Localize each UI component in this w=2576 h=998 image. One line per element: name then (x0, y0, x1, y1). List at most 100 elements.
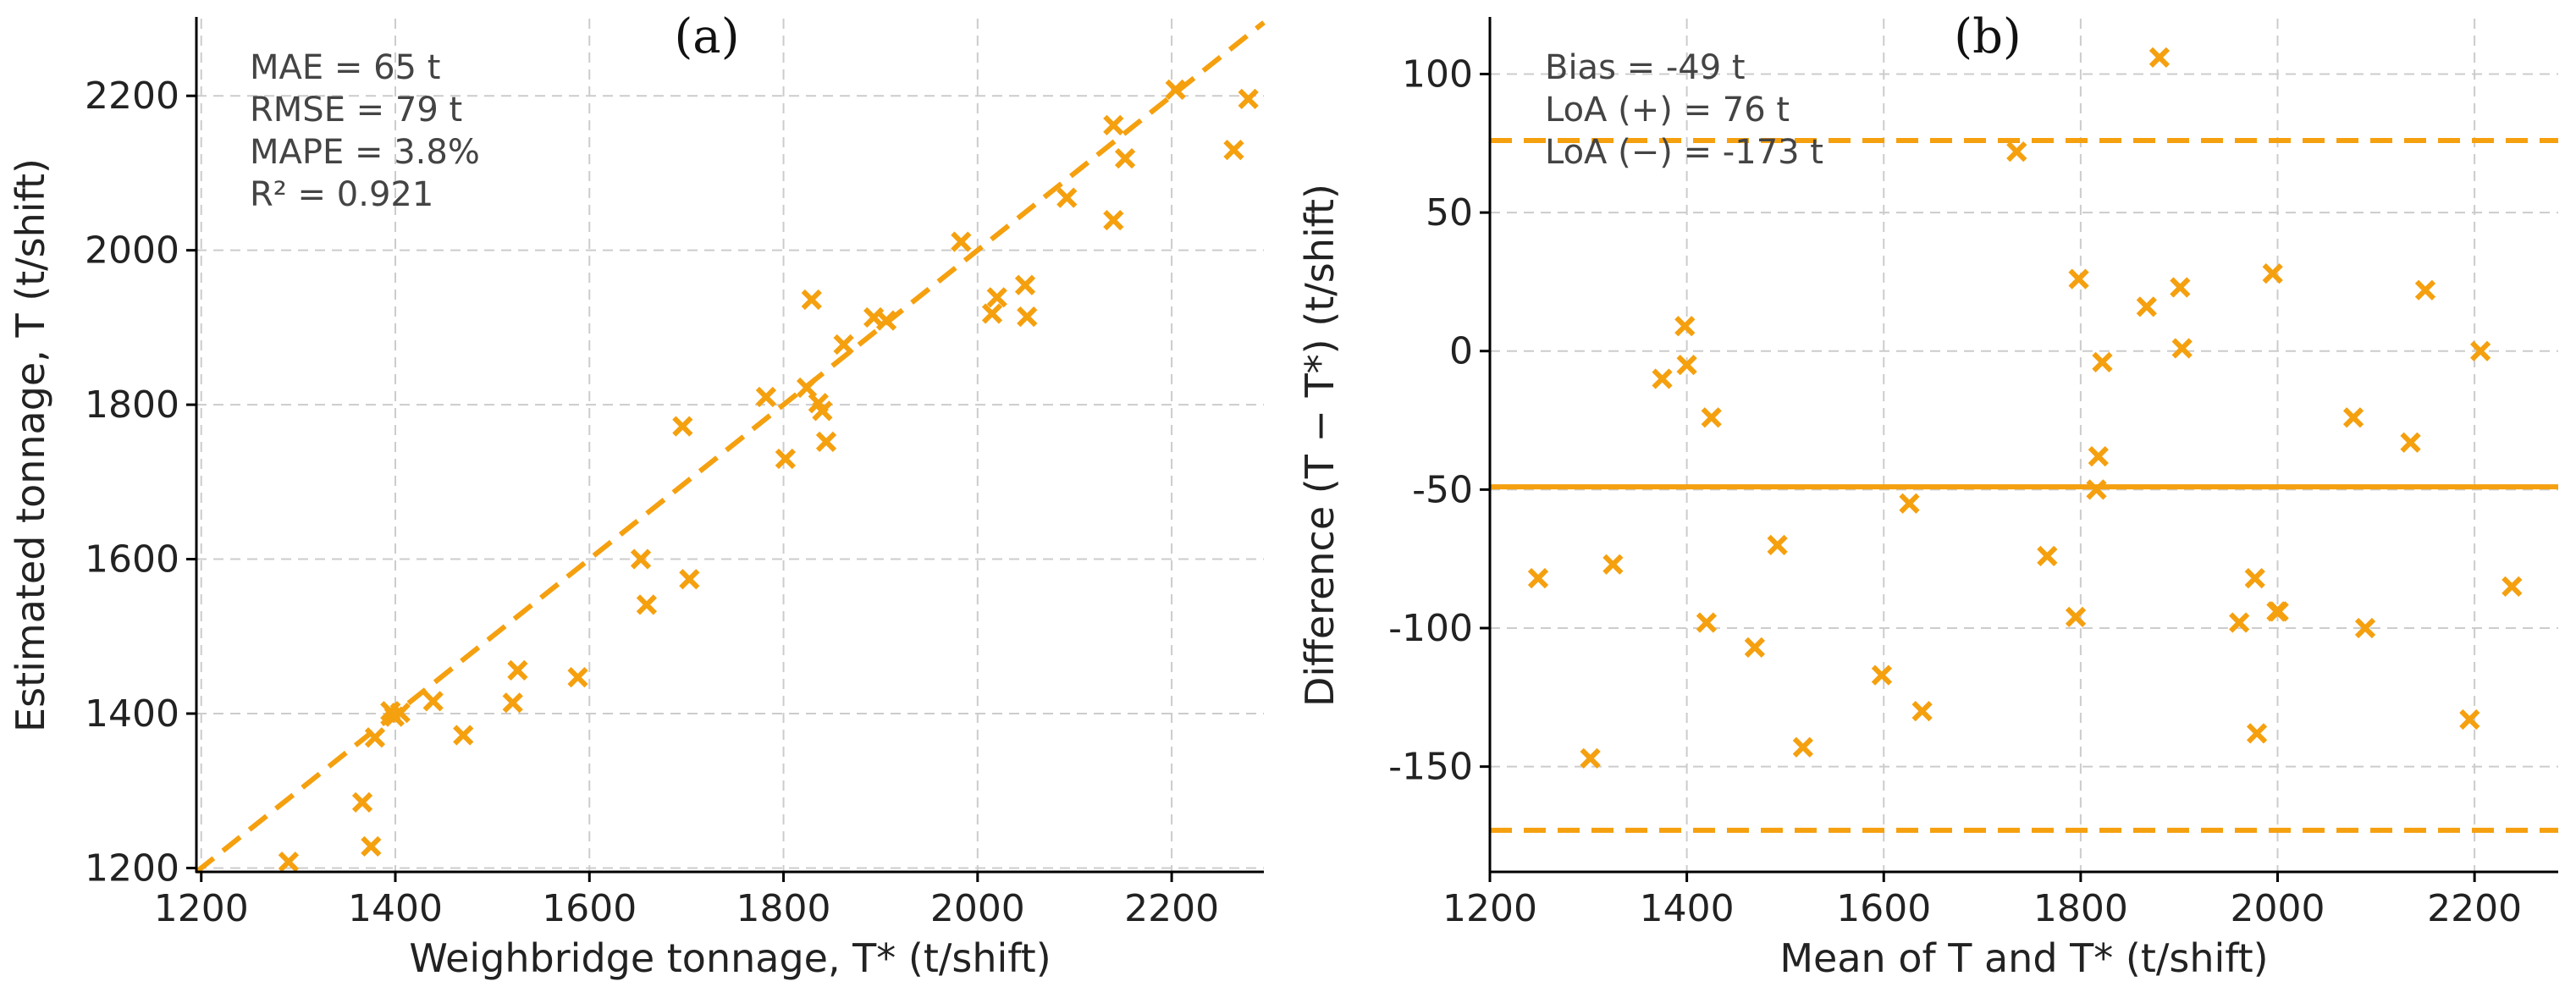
data-point (1580, 747, 1601, 769)
identity-reference-line (195, 20, 1266, 874)
data-point (1238, 88, 1259, 109)
data-point (2469, 340, 2491, 361)
x-tick-label: 2200 (2427, 887, 2522, 930)
panel-b: 1200 1400 1600 1800 2000 2200 -150 -100 -50 0 50 10… (1297, 9, 2558, 981)
data-point (636, 594, 658, 615)
data-point-stroke (364, 727, 386, 748)
data-point (364, 727, 386, 748)
data-point-stroke (2170, 277, 2191, 298)
data-point-stroke (2229, 612, 2250, 633)
data-point-stroke (981, 303, 1003, 324)
data-point-stroke (986, 287, 1007, 308)
data-point (755, 386, 777, 408)
x-tick-label: 1800 (736, 887, 831, 930)
data-point (507, 659, 528, 681)
data-point-stroke (636, 594, 658, 615)
data-point-stroke (1696, 612, 1718, 633)
data-point-stroke (1017, 306, 1038, 328)
x-tick-label: 2000 (930, 887, 1025, 930)
data-point (986, 287, 1007, 308)
data-point (875, 310, 897, 331)
x-tick-label: 1400 (1640, 887, 1735, 930)
data-point (2246, 723, 2268, 744)
data-point (2268, 601, 2289, 622)
data-point (2136, 296, 2157, 317)
stat-annotation: LoA (+) = 76 t (1545, 91, 1790, 130)
data-point (1767, 534, 1788, 555)
data-point-stroke (453, 725, 474, 746)
data-point (2459, 709, 2480, 731)
data-point-stroke (2068, 268, 2089, 289)
data-point-stroke (812, 400, 833, 422)
y-tick-label: 50 (1426, 191, 1473, 234)
data-point-stroke (1871, 664, 1893, 686)
data-point (1744, 637, 1766, 659)
data-point-stroke (775, 448, 796, 470)
data-point (1652, 368, 1673, 389)
stat-annotation: R² = 0.921 (250, 175, 433, 214)
panel-a: 1200 1400 1600 1800 2000 2200 1200 1400 1600 1800… (8, 9, 1266, 981)
stat-annotation: MAPE = 3.8% (250, 133, 480, 172)
data-point-stroke (2459, 709, 2480, 731)
x-tick-label: 2200 (1124, 887, 1219, 930)
data-point (2170, 277, 2191, 298)
stat-annotation: RMSE = 79 t (250, 91, 462, 130)
y-axis-label: Difference (T − T*) (t/shift) (1297, 184, 1343, 707)
data-point (1014, 274, 1036, 295)
data-point-stroke (1767, 534, 1788, 555)
data-point (1017, 306, 1038, 328)
data-point-stroke (2092, 351, 2113, 372)
data-point (2006, 141, 2027, 163)
data-point-stroke (796, 377, 818, 399)
y-tick-label: 1600 (85, 538, 179, 582)
data-point (1696, 612, 1718, 633)
data-point (2088, 445, 2109, 467)
data-point-stroke (2086, 479, 2107, 500)
data-point-stroke (2414, 279, 2436, 301)
data-point-stroke (422, 691, 444, 712)
data-point (1676, 354, 1697, 376)
data-point-stroke (2149, 47, 2171, 68)
data-point-stroke (351, 791, 373, 813)
data-point (796, 377, 818, 399)
data-point (278, 852, 300, 873)
x-axis-label: Weighbridge tonnage, T* (t/shift) (409, 935, 1051, 981)
data-point-stroke (1911, 701, 1933, 722)
data-point-stroke (1899, 493, 1920, 514)
data-point (2092, 351, 2113, 372)
data-point (2262, 262, 2283, 284)
data-point-stroke (833, 334, 854, 356)
data-point-stroke (1114, 147, 1136, 169)
y-tick-label: -150 (1388, 746, 1473, 789)
data-point (951, 231, 972, 252)
data-point-stroke (1014, 274, 1036, 295)
data-point-stroke (2502, 576, 2523, 598)
data-point (422, 691, 444, 712)
panel-label: (b) (1954, 9, 2022, 64)
data-point (801, 289, 822, 311)
data-point-stroke (1652, 368, 1673, 389)
data-point (812, 400, 833, 422)
y-tick-label: 2200 (85, 74, 179, 118)
data-point (2414, 279, 2436, 301)
data-point (672, 416, 693, 437)
x-tick-label: 1400 (348, 887, 443, 930)
data-point (351, 791, 373, 813)
y-tick-label: 1800 (85, 383, 179, 427)
data-point-stroke (1674, 316, 1696, 337)
data-point-stroke (1744, 637, 1766, 659)
panel-label: (a) (674, 9, 739, 64)
data-point-stroke (2342, 407, 2364, 428)
x-tick-label: 1600 (542, 887, 637, 930)
data-point (1701, 407, 1722, 428)
x-tick-label: 2000 (2231, 887, 2325, 930)
data-point-stroke (2065, 606, 2087, 628)
y-tick-label: 1200 (85, 846, 179, 890)
stat-annotation: MAE = 65 t (250, 48, 440, 87)
data-point (1056, 187, 1078, 208)
x-tick-label: 1200 (154, 887, 249, 930)
data-point-stroke (2037, 545, 2058, 567)
data-point (2065, 606, 2087, 628)
